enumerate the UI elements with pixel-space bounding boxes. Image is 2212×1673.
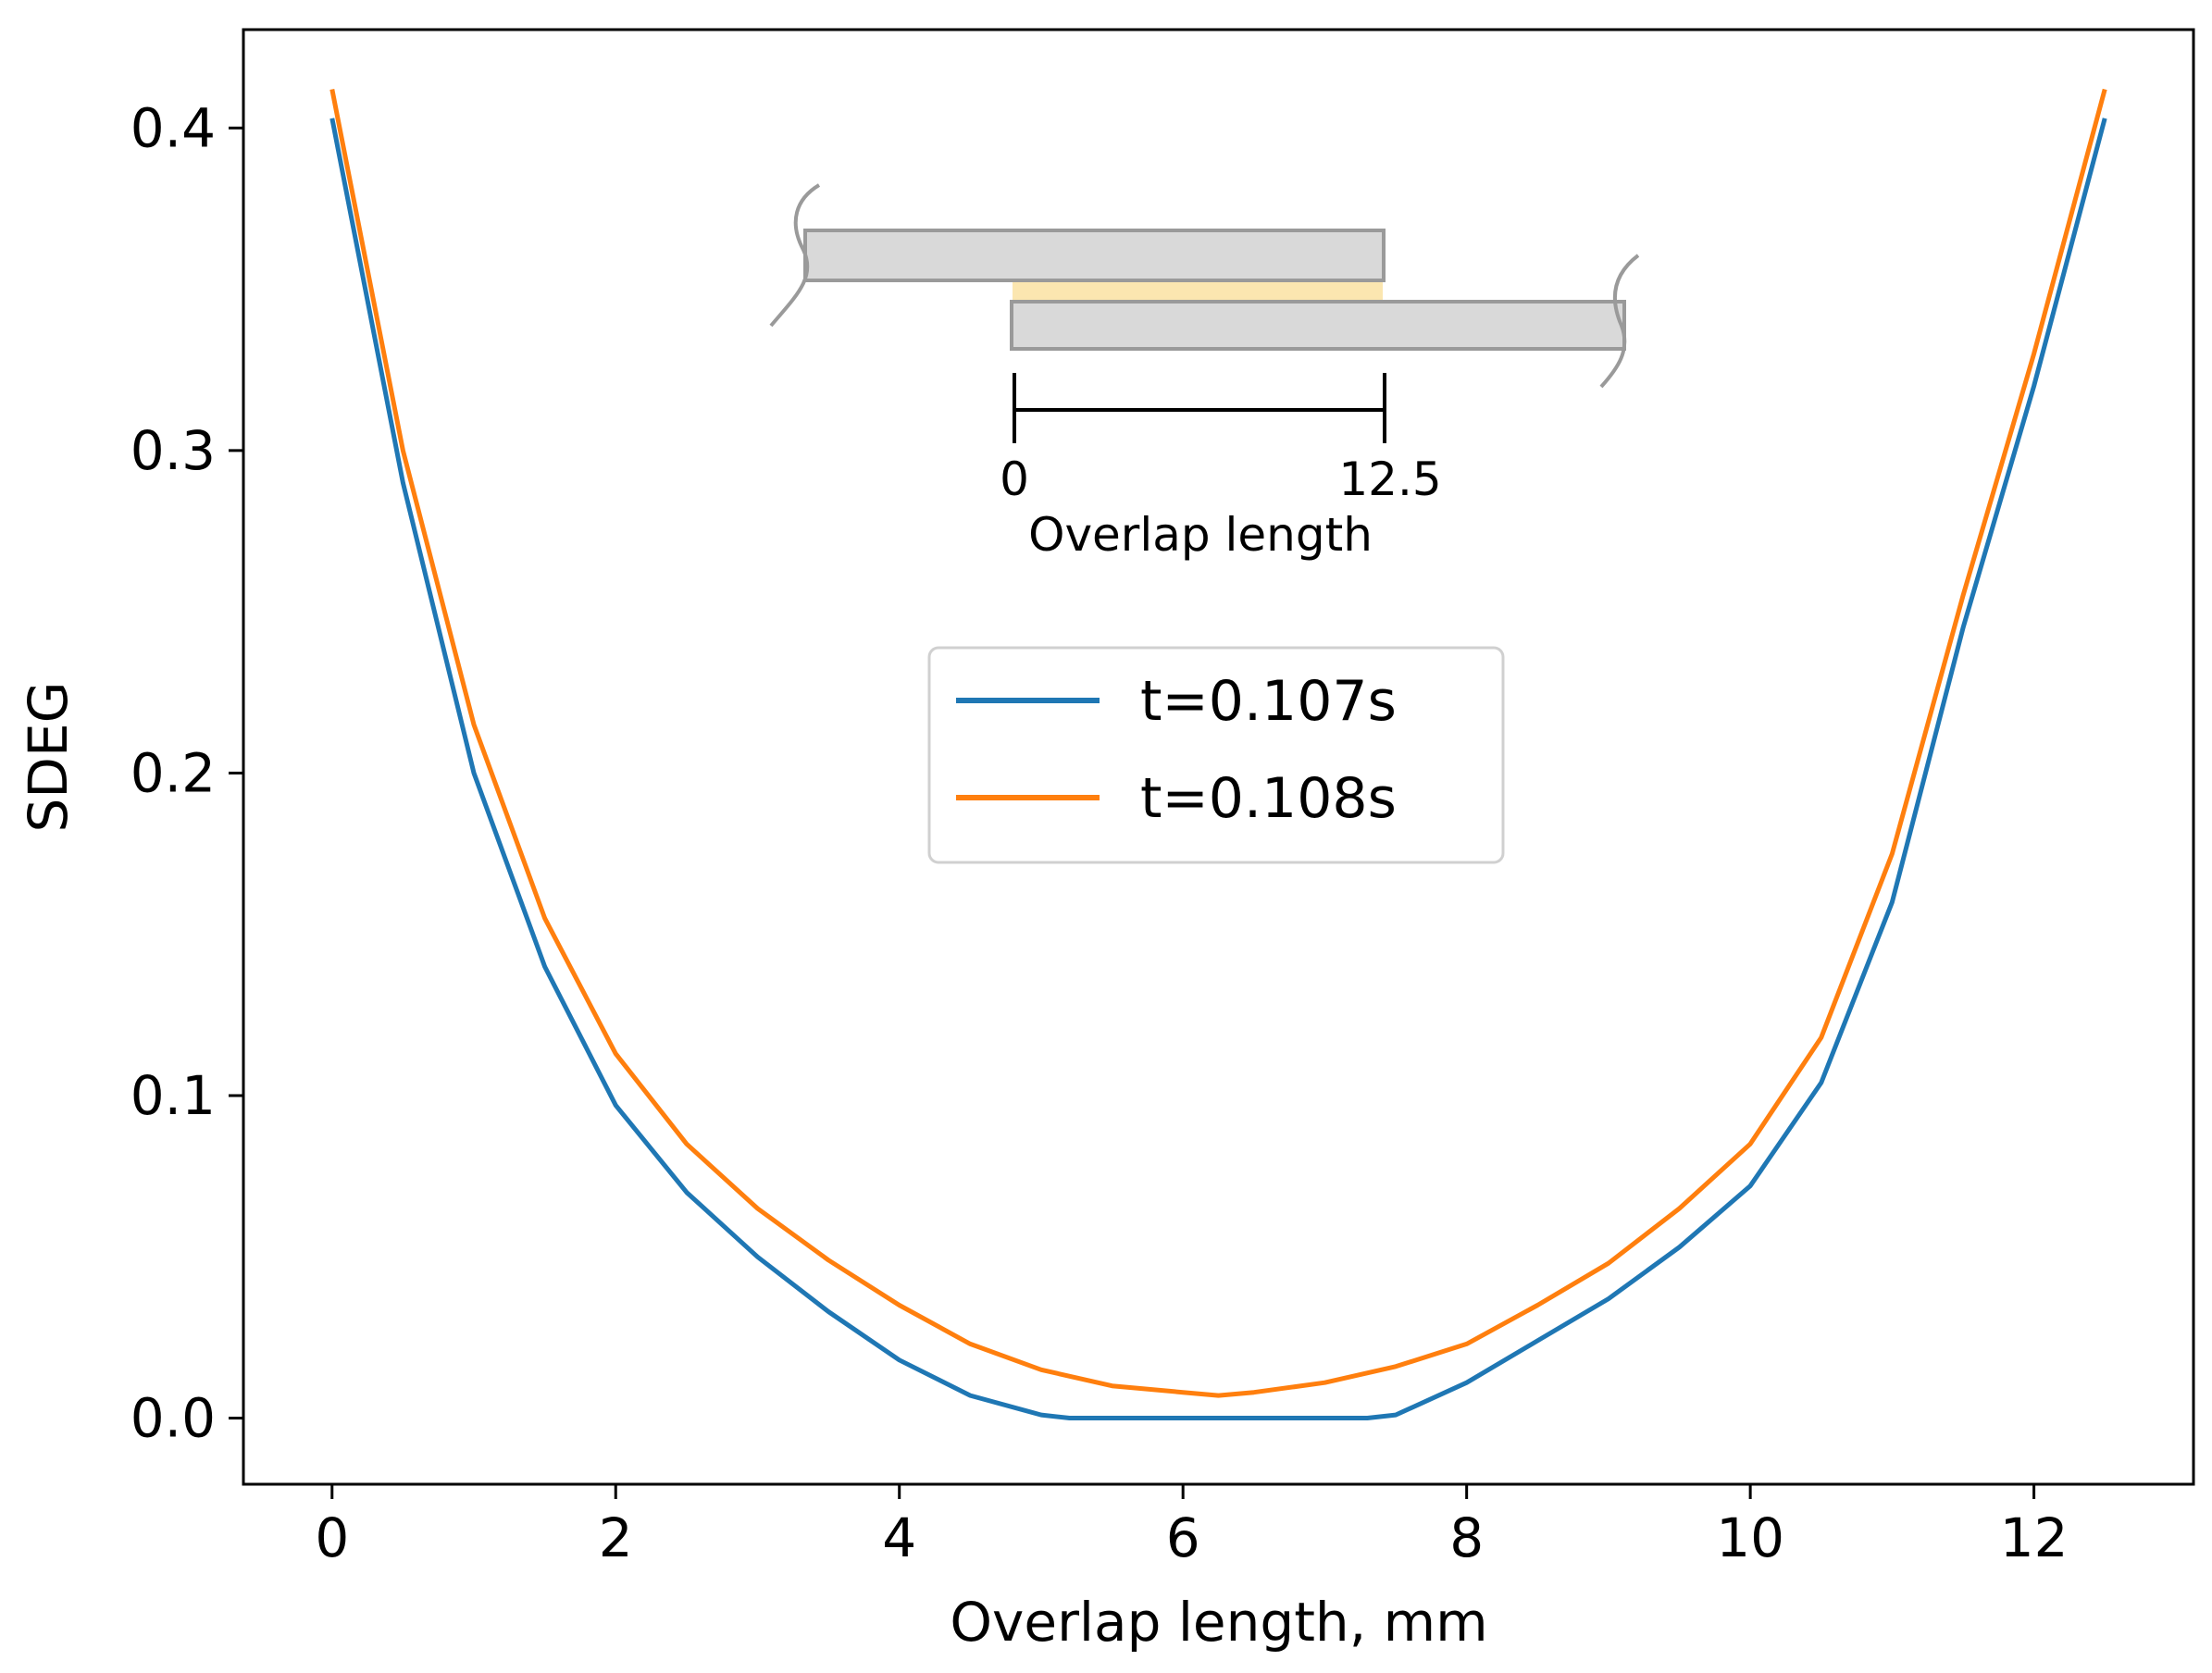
y-axis-label: SDEG (17, 681, 80, 832)
series-layer (329, 88, 2107, 1420)
y-tick-label: 0.3 (130, 419, 216, 482)
y-axis-ticks: 0.0 0.1 0.2 0.3 0.4 (130, 96, 243, 1450)
x-tick-label: 6 (1166, 1506, 1200, 1569)
inset-label-start: 0 (1000, 452, 1029, 506)
y-tick-label: 0.1 (130, 1064, 216, 1127)
series-line-t-0-108s (329, 88, 2107, 1398)
x-axis-ticks: 0 2 4 6 8 10 12 (315, 1484, 2069, 1569)
lower-plate-break-line (1599, 254, 1640, 389)
x-axis-label: Overlap length, mm (950, 1591, 1487, 1654)
upper-plate-break-line (769, 183, 821, 328)
series-line-t-0-107s (329, 118, 2107, 1420)
inset-label-end: 12.5 (1338, 452, 1441, 506)
y-tick-label: 0.2 (130, 741, 216, 804)
y-tick-label: 0.0 (130, 1387, 216, 1450)
y-tick-label: 0.4 (130, 96, 216, 159)
legend: t=0.107s t=0.108s (927, 646, 1505, 864)
x-tick-label: 8 (1449, 1506, 1484, 1569)
adhesive-layer (1013, 282, 1383, 301)
inset-schematic: 0 12.5 Overlap length (769, 183, 1640, 562)
x-tick-label: 4 (882, 1506, 916, 1569)
legend-label-t0107: t=0.107s (1140, 669, 1397, 734)
x-tick-label: 2 (599, 1506, 633, 1569)
lower-plate (1010, 300, 1626, 351)
x-tick-label: 12 (2000, 1506, 2069, 1569)
x-tick-label: 10 (1716, 1506, 1784, 1569)
legend-label-t0108: t=0.108s (1140, 766, 1397, 831)
inset-caption: Overlap length (1028, 508, 1373, 562)
upper-plate (803, 229, 1386, 282)
x-tick-label: 0 (315, 1506, 349, 1569)
